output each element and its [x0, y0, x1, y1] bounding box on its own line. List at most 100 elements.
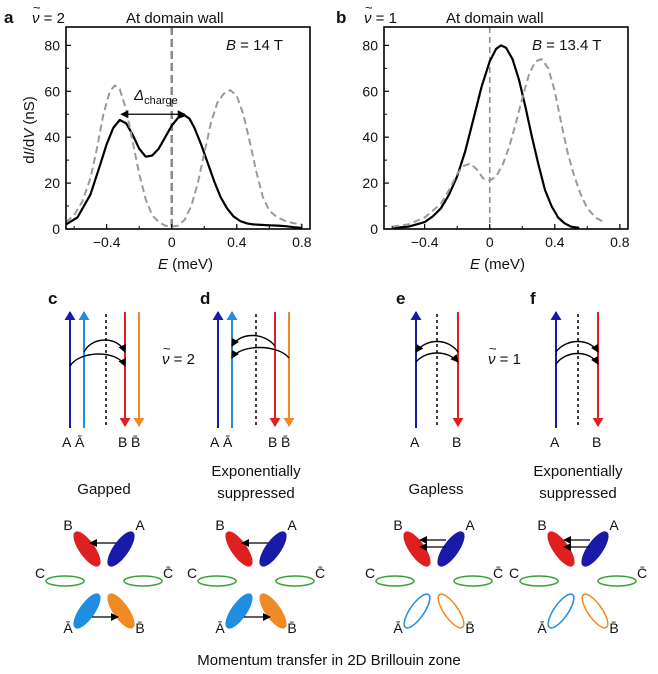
valley-label-A: A — [287, 517, 297, 533]
brillouin-zone-diagrams: B A C C̄ Ā B̄ B A C C̄ Ā B̄ B A C C̄ Ā B̄ B A C C̄ Ā B̄ — [35, 517, 647, 636]
x-tick-label: 0.8 — [292, 234, 312, 250]
schematic-c: A Ā B B̄ — [62, 311, 145, 450]
valley-B — [73, 531, 101, 567]
valley-label-Cbar: C̄ — [315, 565, 325, 581]
field-label-a: B = 14 T — [226, 37, 283, 54]
xlabel-b: E (meV) — [470, 256, 525, 273]
x-tick-label: 0 — [486, 234, 494, 250]
x-tick-label: 0.8 — [610, 234, 630, 250]
filling-label-b: ν = 1 — [364, 10, 397, 27]
y-tick-label: 0 — [52, 221, 60, 237]
caption-c: Gapped — [77, 481, 130, 498]
valley-label-A: A — [135, 517, 145, 533]
bz-diagram-e: B A C C̄ Ā B̄ — [365, 517, 503, 636]
plot-frame — [65, 26, 311, 230]
panel-label-b: b — [336, 8, 346, 27]
svg-text:dI/dV (nS): dI/dV (nS) — [21, 96, 38, 164]
channel-label-B: B — [592, 434, 601, 450]
filling-label-ef: ν = 1 — [488, 351, 521, 368]
valley-label-B: B — [215, 517, 224, 533]
valley-Bbar — [581, 593, 609, 629]
panel-label-e: e — [396, 289, 405, 308]
scattering-arrow — [231, 334, 276, 347]
channel-label-B: B — [118, 434, 127, 450]
valley-label-Bbar: B̄ — [287, 620, 296, 636]
series-line-domain-wall — [392, 44, 580, 229]
x-tick-label: −0.4 — [411, 234, 439, 250]
filling-label-a: ν = 2 — [32, 10, 65, 27]
scattering-arrow — [231, 346, 290, 359]
caption-f-line1: Exponentially — [533, 463, 623, 480]
valley-Abar — [73, 593, 101, 629]
valley-Cbar — [597, 575, 637, 587]
valley-label-C: C — [187, 565, 197, 581]
valley-label-Abar: Ā — [537, 620, 547, 636]
x-tick-label: 0 — [168, 234, 176, 250]
panel-b: b ν = 1 ~ At domain wall B = 13.4 T E (m… — [336, 0, 630, 273]
panel-a: a ν = 2 ~ At domain wall B = 14 T dI/dV … — [4, 0, 312, 273]
channel-label-Bbar: B̄ — [131, 434, 140, 450]
y-tick-label: 60 — [362, 83, 378, 99]
series-line-domain-wall — [65, 114, 302, 229]
valley-Cbar — [123, 575, 163, 587]
caption-d-line2: suppressed — [217, 485, 295, 502]
schematic-e: A B — [410, 311, 464, 450]
caption-e: Gapless — [408, 481, 463, 498]
valley-B — [403, 531, 431, 567]
panel-label-c: c — [48, 289, 57, 308]
valley-label-Abar: Ā — [215, 620, 225, 636]
valley-label-C: C — [35, 565, 45, 581]
x-tick-label: 0.4 — [227, 234, 247, 250]
valley-B — [547, 531, 575, 567]
panel-label-d: d — [200, 289, 210, 308]
channel-label-A: A — [410, 434, 420, 450]
scattering-arrow — [415, 340, 459, 353]
schematic-d: A Ā B B̄ — [210, 311, 295, 450]
tilde-cd: ~ — [163, 341, 171, 356]
scattering-arrow — [415, 352, 459, 363]
channel-label-A: A — [210, 434, 220, 450]
chart-title-a: At domain wall — [126, 10, 224, 27]
y-tick-label: 60 — [44, 83, 60, 99]
valley-label-A: A — [465, 517, 475, 533]
valley-label-A: A — [609, 517, 619, 533]
tilde-a: ~ — [33, 0, 41, 15]
scattering-arrow — [69, 353, 126, 367]
xlabel-a: E (meV) — [158, 256, 213, 273]
valley-label-Bbar: B̄ — [135, 620, 144, 636]
valley-label-Bbar: B̄ — [609, 620, 618, 636]
series-line-away — [391, 58, 605, 228]
valley-C — [519, 575, 559, 587]
y-tick-label: 20 — [362, 175, 378, 191]
valley-label-B: B — [537, 517, 546, 533]
caption-d-line1: Exponentially — [211, 463, 301, 480]
valley-label-Abar: Ā — [393, 620, 403, 636]
scattering-arrow — [555, 352, 599, 365]
valley-Cbar — [275, 575, 315, 587]
channel-label-A: A — [550, 434, 560, 450]
valley-label-B: B — [63, 517, 72, 533]
y-tick-label: 40 — [44, 129, 60, 145]
valley-A — [581, 531, 609, 567]
valley-label-Cbar: C̄ — [163, 565, 173, 581]
channel-label-Bbar: B̄ — [281, 434, 290, 450]
edge-state-schematics: c d e f A Ā B B̄ ν = 2 ~ — [48, 289, 623, 502]
valley-label-Abar: Ā — [63, 620, 73, 636]
valley-Cbar — [453, 575, 493, 587]
plot-frame — [383, 26, 629, 230]
valley-label-Cbar: C̄ — [493, 565, 503, 581]
valley-A — [437, 531, 465, 567]
tilde-b: ~ — [365, 0, 373, 15]
channel-label-Abar: Ā — [223, 434, 233, 450]
valley-label-C: C — [365, 565, 375, 581]
brillouin-footer: Momentum transfer in 2D Brillouin zone — [197, 652, 460, 669]
scattering-arrow — [83, 339, 126, 353]
valley-Bbar — [259, 593, 287, 629]
x-tick-label: 0.4 — [545, 234, 565, 250]
valley-C — [375, 575, 415, 587]
valley-label-C: C — [509, 565, 519, 581]
ylabel-a: dI/dV (nS) — [21, 96, 38, 164]
valley-label-Bbar: B̄ — [465, 620, 474, 636]
channel-label-B: B — [268, 434, 277, 450]
